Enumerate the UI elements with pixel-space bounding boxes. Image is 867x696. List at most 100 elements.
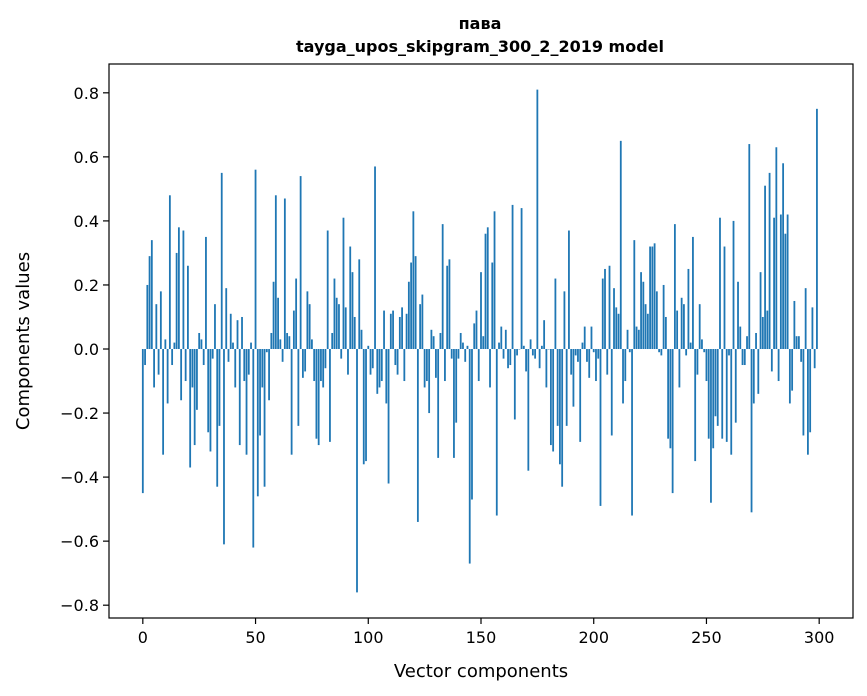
bar	[671, 349, 674, 494]
bar	[689, 342, 692, 349]
bar	[263, 349, 266, 487]
bar	[216, 349, 219, 487]
bar	[570, 349, 573, 375]
bar	[540, 345, 543, 349]
bar	[804, 288, 807, 349]
bar	[218, 349, 221, 426]
bar	[268, 349, 270, 401]
bar	[543, 320, 546, 349]
bar	[624, 349, 627, 382]
bar	[335, 297, 338, 350]
bar	[308, 304, 311, 349]
bar	[358, 259, 361, 349]
bar	[757, 349, 760, 394]
bar	[272, 281, 275, 350]
bar	[574, 349, 577, 356]
bar	[254, 169, 257, 350]
bar	[446, 265, 449, 350]
bar	[394, 349, 397, 366]
bar	[414, 256, 417, 350]
bar	[405, 313, 408, 350]
bar	[683, 304, 685, 349]
y-tick-label: −0.4	[60, 468, 99, 487]
bar	[256, 349, 259, 497]
bar	[522, 345, 525, 349]
bar	[707, 349, 710, 439]
bar	[680, 297, 683, 350]
bar	[448, 259, 451, 349]
bar	[180, 349, 183, 401]
bar	[795, 336, 798, 350]
bar	[371, 349, 374, 369]
bar	[613, 288, 615, 349]
bar	[601, 278, 604, 349]
bar	[441, 224, 444, 350]
bar	[385, 349, 388, 404]
bar	[283, 198, 286, 350]
bar	[387, 349, 390, 484]
bar	[730, 349, 733, 455]
bar	[374, 166, 376, 349]
y-tick-label: −0.6	[60, 532, 99, 551]
x-tick-label: 100	[353, 628, 384, 647]
bars-group	[141, 89, 818, 593]
bar	[193, 349, 196, 446]
bar	[475, 310, 478, 350]
bar	[662, 284, 665, 350]
bar	[173, 342, 176, 349]
bar	[534, 349, 537, 359]
bar	[750, 349, 753, 513]
bar	[604, 268, 606, 350]
bar	[247, 349, 250, 375]
bar	[430, 329, 433, 349]
bar	[800, 349, 803, 362]
bar	[581, 342, 584, 349]
bar	[732, 220, 735, 349]
bar	[538, 349, 541, 369]
bar	[583, 326, 586, 350]
bar	[209, 349, 212, 452]
bar	[189, 349, 192, 468]
bar	[723, 246, 726, 349]
bar	[660, 349, 663, 356]
bar	[640, 272, 642, 350]
bar	[331, 332, 334, 349]
bar	[342, 217, 345, 349]
bar	[229, 313, 232, 350]
bar	[797, 336, 800, 350]
bar	[389, 313, 392, 350]
bar	[793, 300, 796, 349]
bar	[484, 233, 487, 349]
bar	[200, 339, 203, 350]
bar	[525, 349, 527, 372]
bar	[317, 349, 320, 446]
bar	[155, 304, 158, 349]
bar	[435, 349, 437, 378]
bar	[146, 284, 149, 350]
bar	[171, 349, 174, 366]
bar	[444, 349, 446, 382]
bar	[779, 214, 782, 350]
bar	[559, 349, 561, 465]
bar	[150, 240, 153, 350]
bar	[412, 211, 415, 350]
bar	[755, 332, 757, 349]
bar	[633, 240, 636, 350]
bar	[655, 291, 658, 349]
bar	[214, 304, 216, 349]
bar	[223, 349, 225, 545]
bar	[676, 310, 679, 350]
bar	[279, 339, 282, 350]
bar	[673, 224, 676, 350]
bar	[694, 349, 697, 462]
bar	[644, 304, 647, 349]
bar	[153, 349, 155, 388]
bar	[502, 349, 505, 359]
bar	[664, 316, 667, 349]
bar	[141, 349, 144, 494]
bar	[568, 230, 570, 350]
bar	[811, 307, 814, 350]
bar	[270, 332, 273, 349]
bar	[232, 342, 234, 349]
bar	[234, 349, 237, 388]
